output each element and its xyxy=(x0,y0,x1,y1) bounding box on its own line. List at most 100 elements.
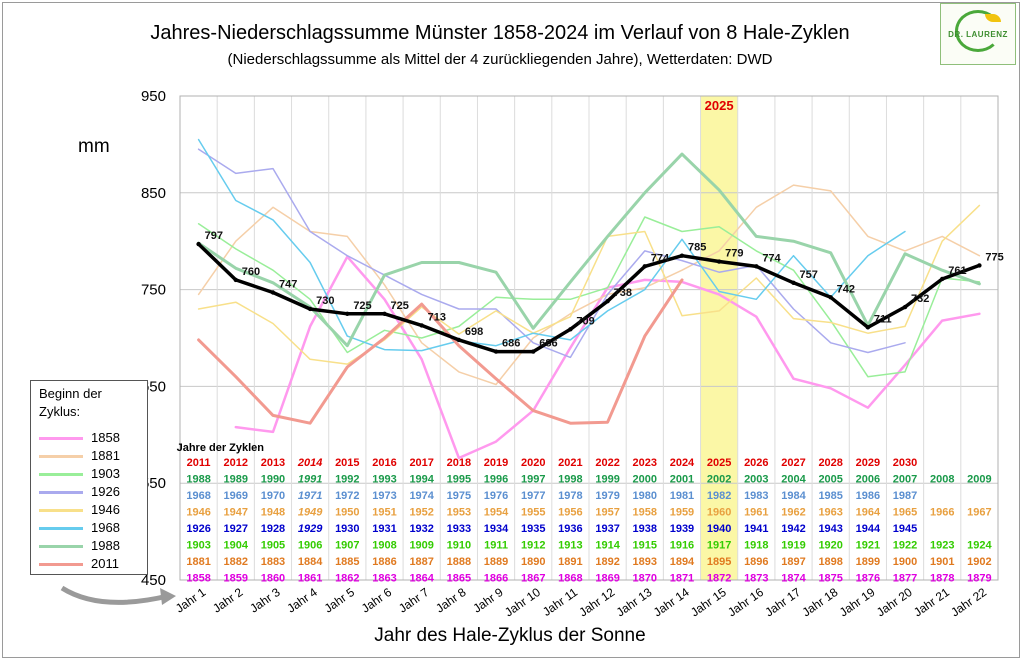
mean-point xyxy=(568,327,573,332)
cycle-year-label: 1947 xyxy=(224,507,248,519)
cycle-year-label: 1884 xyxy=(298,556,323,568)
highlight-label: 2025 xyxy=(705,98,734,113)
cycle-year-label: 1995 xyxy=(447,474,471,486)
mean-data-label: 785 xyxy=(688,242,706,254)
cycle-year-label: 1866 xyxy=(484,573,508,585)
cycle-year-label: 1888 xyxy=(447,556,471,568)
legend-swatch xyxy=(39,545,83,548)
x-tick-label: Jahr 13 xyxy=(614,585,655,620)
mean-point xyxy=(456,337,462,343)
x-tick-label: Jahr 6 xyxy=(359,585,395,616)
y-tick-label: 450 xyxy=(141,572,166,589)
cycle-year-label: 1870 xyxy=(633,573,657,585)
cycle-year-label: 1988 xyxy=(186,474,210,486)
cycle-year-label: 1929 xyxy=(298,523,323,535)
mean-point xyxy=(940,276,945,282)
chart-title: Jahres-Niederschlagssumme Münster 1858-2… xyxy=(150,22,850,44)
legend-item: 1881 xyxy=(37,447,145,465)
cycle-year-label: 1932 xyxy=(409,523,433,535)
y-tick-label: 950 xyxy=(141,88,166,105)
legend-label: 1858 xyxy=(91,430,120,445)
cycle-year-label: 1997 xyxy=(521,474,545,486)
cycle-year-label: 1877 xyxy=(893,573,917,585)
cycle-year-label: 1900 xyxy=(893,556,917,568)
plot-area xyxy=(179,95,999,581)
cycle-year-label: 1965 xyxy=(893,507,917,519)
cycle-year-label: 1966 xyxy=(930,507,954,519)
cycle-year-label: 1883 xyxy=(261,556,285,568)
cycle-year-label: 1860 xyxy=(261,573,285,585)
cycle-year-label: 1907 xyxy=(335,540,359,552)
cycle-year-label: 2020 xyxy=(521,457,545,469)
cycle-year-label: 1994 xyxy=(409,474,434,486)
mean-data-label: 775 xyxy=(985,251,1003,263)
cycle-year-label: 1990 xyxy=(261,474,285,486)
legend-label: 2011 xyxy=(91,556,119,571)
cycle-year-label: 2012 xyxy=(224,457,248,469)
legend-label: 1881 xyxy=(91,448,120,463)
cycle-year-label: 1894 xyxy=(670,556,695,568)
mean-data-label: 761 xyxy=(948,265,966,277)
x-tick-label: Jahr 11 xyxy=(540,585,580,619)
cycle-year-label: 2015 xyxy=(335,457,359,469)
mean-data-label: 742 xyxy=(837,283,855,295)
cycle-year-label: 2022 xyxy=(595,457,619,469)
mean-data-label: 738 xyxy=(614,287,632,299)
mean-point xyxy=(196,241,201,247)
cycle-year-label: 1901 xyxy=(930,556,954,568)
cycle-year-label: 1910 xyxy=(447,540,471,552)
cycle-year-label: 1920 xyxy=(818,540,842,552)
x-tick-label: Jahr 1 xyxy=(173,585,209,616)
cycle-year-label: 1864 xyxy=(409,573,434,585)
cycle-year-label: 1996 xyxy=(484,474,508,486)
mean-point xyxy=(716,259,722,264)
x-tick-label: Jahr 18 xyxy=(800,585,841,620)
x-tick-label: Jahr 12 xyxy=(576,585,617,620)
cycle-year-label: 1938 xyxy=(633,523,657,535)
cycle-year-label: 1955 xyxy=(521,507,545,519)
cycle-year-label: 2019 xyxy=(484,457,508,469)
legend-item: 2011 xyxy=(37,555,145,573)
cycle-year-label: 2000 xyxy=(633,474,657,486)
cycle-year-label: 1939 xyxy=(670,523,694,535)
legend-item: 1903 xyxy=(37,465,145,483)
cycle-year-label: 1897 xyxy=(781,556,805,568)
cycle-year-label: 1859 xyxy=(224,573,248,585)
mean-point xyxy=(382,311,387,316)
cycle-year-label: 1886 xyxy=(372,556,396,568)
cycle-year-label: 1941 xyxy=(744,523,768,535)
cycle-year-label: 2016 xyxy=(372,457,396,469)
cycle-year-label: 2009 xyxy=(967,474,991,486)
series-line-1968 xyxy=(197,138,906,352)
cycle-year-label: 1942 xyxy=(781,523,805,535)
x-tick-label: Jahr 8 xyxy=(433,585,469,616)
cycle-year-label: 1967 xyxy=(967,507,991,519)
cycle-year-label: 1918 xyxy=(744,540,768,552)
mean-point xyxy=(270,290,276,295)
legend: Beginn der Zyklus: 1858 1881 1903 1926 1946 1… xyxy=(30,380,148,575)
y-tick-label: 750 xyxy=(141,282,166,299)
cycle-year-label: 1959 xyxy=(670,507,694,519)
cycle-year-label: 2014 xyxy=(297,457,322,469)
cycle-year-label: 1915 xyxy=(633,540,657,552)
x-tick-label: Jahr 19 xyxy=(837,585,878,620)
cycle-year-label: 1875 xyxy=(818,573,842,585)
cycle-year-label: 1974 xyxy=(409,490,434,502)
x-tick-label: Jahr 16 xyxy=(725,585,766,620)
legend-swatch xyxy=(39,455,83,458)
cycle-year-label: 1909 xyxy=(409,540,433,552)
cycle-year-label: 2003 xyxy=(744,474,768,486)
cycle-year-label: 2006 xyxy=(856,474,880,486)
cycle-year-label: 1998 xyxy=(558,474,582,486)
cycle-year-label: 1858 xyxy=(186,573,210,585)
cycle-year-label: 1985 xyxy=(818,490,842,502)
cycle-year-label: 1970 xyxy=(261,490,285,502)
cycle-year-label: 2028 xyxy=(818,457,842,469)
cycle-year-label: 2024 xyxy=(670,457,695,469)
cycle-year-label: 1871 xyxy=(670,573,694,585)
cycle-year-label: 2011 xyxy=(187,457,211,469)
mean-point xyxy=(493,349,499,354)
mean-point xyxy=(754,264,759,269)
cycle-year-label: 1868 xyxy=(558,573,582,585)
